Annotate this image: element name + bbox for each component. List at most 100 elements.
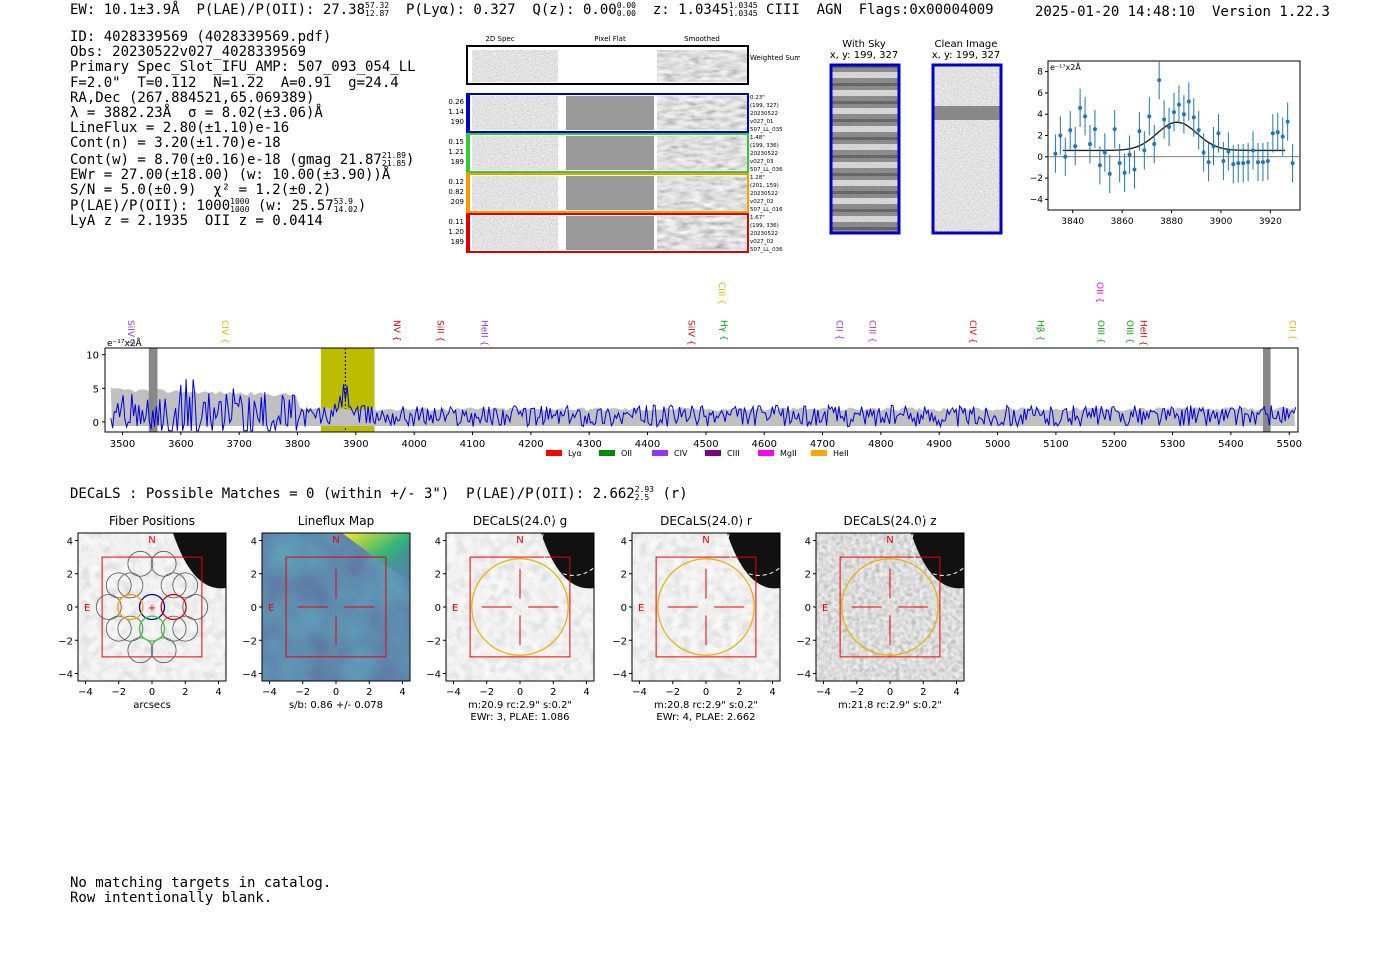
- panel-xtick: 4: [583, 687, 589, 698]
- info-obs: Obs: 20230522v027_4028339569: [70, 44, 307, 61]
- info-lineflux: LineFlux = 2.80(±1.10)e-16: [70, 120, 290, 137]
- panel-ytick: −4: [612, 670, 627, 681]
- imaging-panels: Fiber Positions N E + −4 −2 0 2 4 4 2 0 −2 −4 arcsecs L…: [58, 511, 976, 723]
- ew-value: EW: 10.1±3.9Å: [70, 2, 180, 18]
- col-pixel-flat: Pixel Flat: [594, 35, 626, 43]
- emission-line-label: CIII {: [716, 282, 726, 305]
- spectrum-xtick: 4400: [635, 439, 660, 450]
- emission-line-label: SiIV {: [685, 320, 695, 346]
- data-point: [1251, 131, 1256, 170]
- spectrum-xtick: 3900: [343, 439, 368, 450]
- panel-ytick: 4: [805, 536, 811, 547]
- fiber-meta: (199, 336): [750, 223, 779, 229]
- imaging-panel: DECaLS(24.0) g N E −4 −2 0 2 4 4 2 0 −2 −4 m:20.9 rc:…: [426, 511, 606, 723]
- data-point: [1265, 141, 1270, 181]
- data-point: [1112, 109, 1117, 149]
- panel-xtick: −2: [111, 687, 126, 698]
- panel-ytick: 0: [805, 603, 811, 614]
- data-point: [1058, 116, 1063, 155]
- data-point: [1270, 114, 1275, 153]
- east-label: E: [822, 603, 828, 614]
- bright-neighbor: [173, 533, 226, 589]
- emission-line-label: NV {: [391, 320, 401, 341]
- clean-image-title: Clean Image: [935, 39, 998, 50]
- panel-caption: m:20.9 rc:2.9" s:0.2": [468, 700, 572, 711]
- panel-ytick: 0: [621, 603, 627, 614]
- emission-line-label: OII {: [1094, 282, 1104, 303]
- fiber-circle: [138, 615, 166, 642]
- bright-neighbor: [911, 533, 964, 589]
- svg-text:OII: OII: [621, 449, 632, 458]
- data-point: [1083, 97, 1088, 136]
- zoom-ytick: 4: [1037, 110, 1043, 120]
- search-box: [469, 556, 571, 658]
- data-point: [1122, 153, 1127, 192]
- panel-xtick: 2: [182, 687, 188, 698]
- qz-range: 0.00 0.00: [616, 1, 636, 18]
- zoom-xtick: 3920: [1259, 217, 1282, 227]
- fiber-circle: [117, 572, 144, 599]
- fiber-circle: [95, 594, 122, 620]
- fiber-meta: 20230522: [750, 151, 778, 157]
- version: Version 1.22.3: [1211, 4, 1330, 20]
- north-label: N: [332, 535, 339, 546]
- search-box: [839, 556, 941, 658]
- data-point: [1068, 111, 1073, 150]
- fiber-stat: 190: [451, 118, 464, 126]
- zoom-ytick: 0: [1037, 153, 1043, 163]
- emission-line-label: SiIV {: [125, 320, 135, 346]
- data-point: [1201, 133, 1206, 172]
- decals-summary: DECaLS : Possible Matches = 0 (within +/…: [70, 485, 688, 503]
- emission-line-label: CII {: [834, 320, 844, 340]
- data-point: [1196, 111, 1201, 150]
- zoom-xtick: 3860: [1111, 217, 1134, 227]
- panel-caption-2: EWr: 3, PLAE: 1.086: [470, 712, 569, 723]
- zoom-ytick: 2: [1037, 132, 1043, 142]
- fiber-stat: 1.14: [448, 108, 464, 116]
- fiber-meta: 0.23": [750, 95, 765, 101]
- data-point: [1053, 134, 1058, 173]
- data-point: [1191, 98, 1196, 137]
- fiber-circle: [138, 593, 166, 621]
- panel-xtick: 0: [149, 687, 155, 698]
- data-point: [1132, 150, 1137, 189]
- panel-ytick: −2: [796, 636, 811, 647]
- fiber-circle: [160, 593, 187, 621]
- weighted-sum-label: Weighted Sum: [750, 54, 800, 62]
- qz-value: Q(z): 0.00: [532, 2, 617, 18]
- panel-ytick: −4: [426, 670, 441, 681]
- panel-xtick: 4: [953, 687, 959, 698]
- imaging-panel: Lineflux Map N E −4 −2 0 2 4 4 2 0 −2 −4 s/b: 0.86 +/…: [242, 514, 411, 711]
- data-point: [1280, 117, 1285, 156]
- data-point: [1285, 102, 1290, 141]
- panel-title: DECaLS(24.0) r: [660, 514, 752, 528]
- data-point: [1176, 85, 1181, 124]
- fiber-circle: [172, 615, 199, 642]
- fiber-meta: v027_02: [750, 239, 774, 245]
- panel-xtick: −2: [665, 687, 680, 698]
- data-point: [1226, 132, 1231, 171]
- svg-text:HeII: HeII: [833, 449, 849, 458]
- clean-image: [931, 63, 1003, 235]
- noise-envelope: [110, 388, 1296, 426]
- fiber-cutout-row: 0.26 1.14 190 0.23" (199, 327) 20230522 v027_0…: [448, 93, 783, 133]
- data-point: [1221, 141, 1226, 181]
- spectrum-xtick: 4800: [868, 439, 893, 450]
- panel-ytick: 4: [435, 536, 441, 547]
- spectrum-trace: [110, 379, 1297, 432]
- fiber-circle: [172, 572, 199, 599]
- search-box: [101, 556, 203, 658]
- data-point: [1206, 142, 1211, 182]
- header-flags: CIII AGN Flags:0x00004009: [766, 2, 994, 18]
- fiber-stat: 0.15: [448, 138, 464, 146]
- panel-xtick: 4: [215, 687, 221, 698]
- aperture-circle: [841, 558, 939, 656]
- spectrum-ytick: 5: [93, 384, 99, 395]
- panel-title: Lineflux Map: [298, 514, 374, 528]
- data-point: [1137, 112, 1142, 151]
- data-point: [1162, 100, 1167, 139]
- spectrum-xtick: 5500: [1277, 439, 1302, 450]
- fiber-meta: v027_01: [750, 119, 774, 125]
- detection-info: ID: 4028339569 (4028339569.pdf) Obs: 202…: [70, 29, 416, 230]
- info-plae: P(LAE)/P(OII): 10001000 1000 (w: 25.5753.…: [70, 197, 367, 215]
